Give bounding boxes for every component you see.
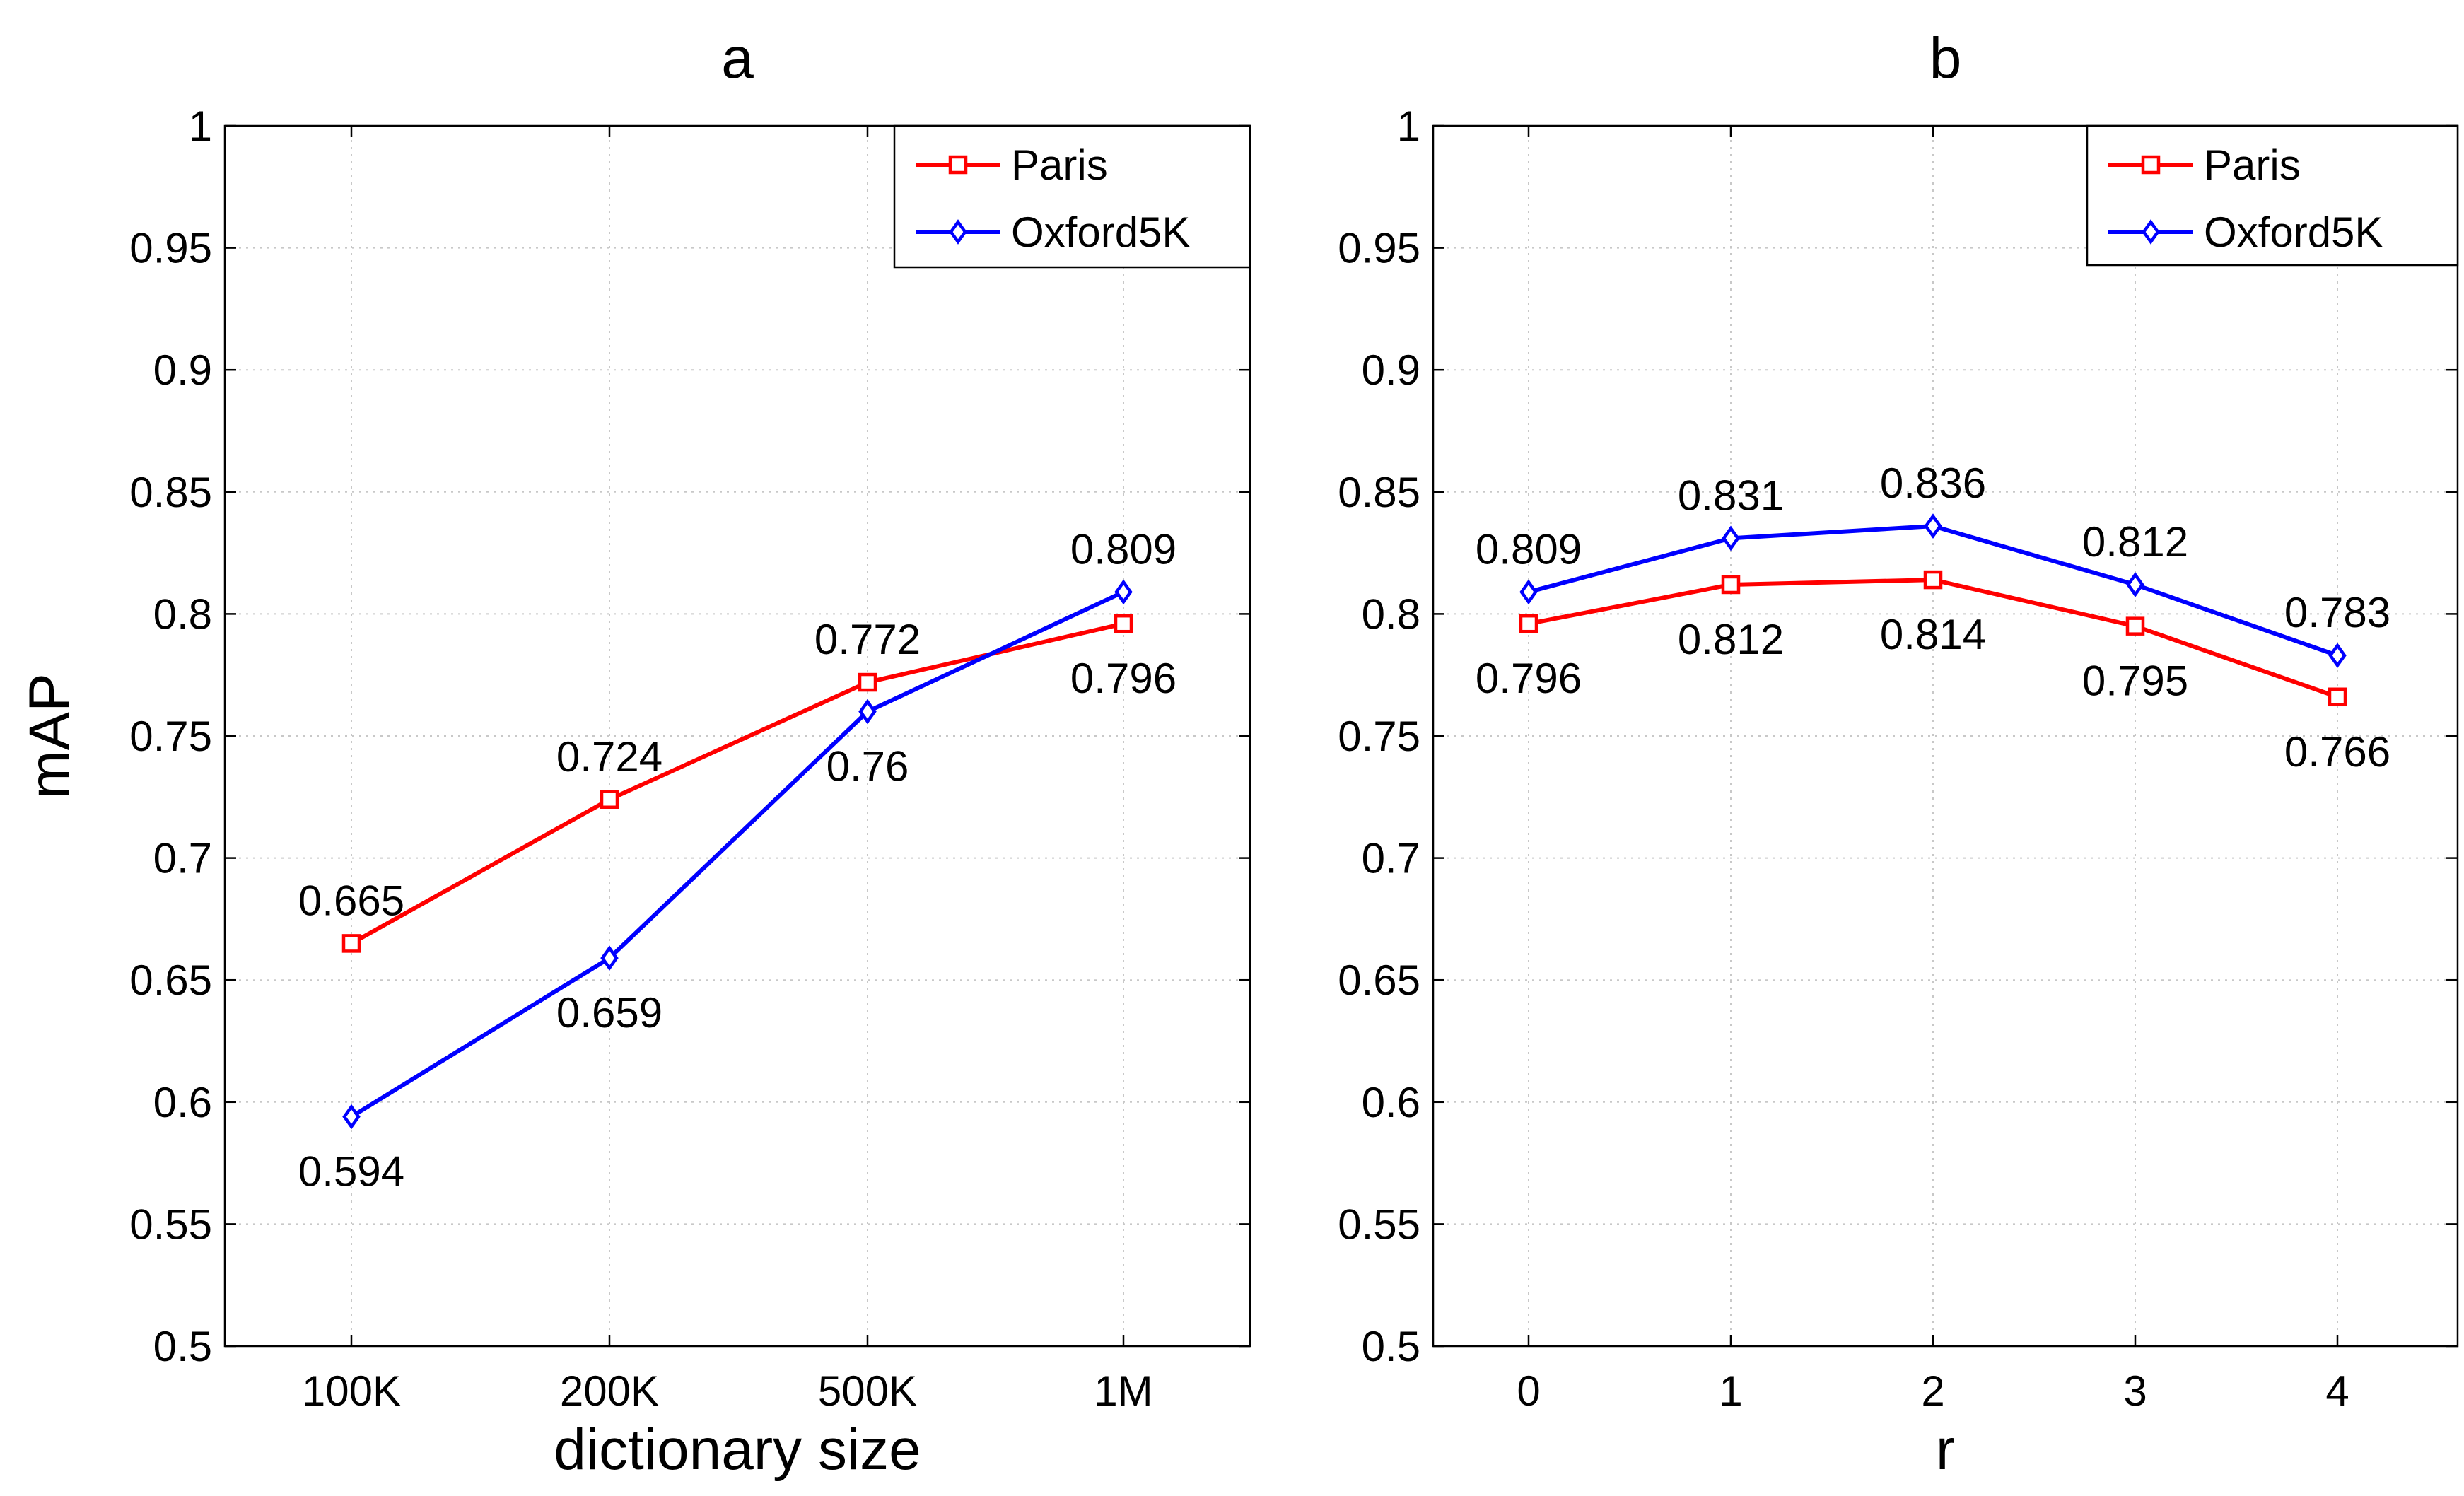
data-point-marker (341, 934, 361, 953)
y-tick-label: 0.95 (129, 225, 212, 272)
y-tick-label: 1 (189, 103, 212, 150)
data-label: 0.836 (1880, 460, 1986, 507)
legend-marker (2141, 155, 2161, 175)
data-label: 0.796 (1476, 655, 1582, 702)
data-label: 0.772 (814, 616, 921, 663)
data-point-marker (600, 945, 619, 971)
legend-box (893, 124, 1251, 269)
y-tick-label: 0.95 (1338, 225, 1420, 272)
data-label: 0.766 (2284, 728, 2390, 776)
series-line (350, 621, 1124, 946)
legend-marker (2142, 219, 2160, 245)
legend-marker (948, 155, 968, 175)
data-label: 0.659 (556, 989, 662, 1036)
y-tick-label: 0.7 (1362, 835, 1420, 882)
data-label: 0.812 (2082, 518, 2188, 566)
x-axis: 100K 200K 500K 1M (302, 126, 1153, 1415)
gridlines (225, 125, 1250, 1347)
data-label: 0.809 (1476, 525, 1582, 573)
x-tick-label: 1M (1094, 1367, 1152, 1415)
data-point-marker (1519, 579, 1538, 605)
y-tick-label: 0.8 (1362, 590, 1420, 638)
panel-b: 0.5 0.55 0.6 0.65 0.7 0.75 0.8 0.85 0.9 0.95 1 0 1 2 3… (1338, 26, 2459, 1482)
data-point-marker (2126, 572, 2144, 597)
series-paris: 0.796 0.812 0.814 0.795 0.766 (1476, 570, 2390, 776)
data-point-marker (1114, 579, 1133, 605)
data-point-marker (2328, 643, 2347, 668)
x-tick-label: 500K (818, 1367, 917, 1415)
data-label: 0.76 (827, 742, 909, 790)
x-tick-label: 0 (1517, 1367, 1540, 1415)
x-tick-label: 200K (560, 1367, 659, 1415)
series-line (350, 590, 1125, 1119)
data-label: 0.783 (2284, 589, 2390, 636)
legend-label: Paris (1011, 141, 1108, 189)
data-point-marker (342, 1104, 361, 1130)
y-tick-label: 0.65 (129, 957, 212, 1004)
x-tick-label: 4 (2325, 1367, 2349, 1415)
data-label: 0.594 (298, 1148, 404, 1196)
data-label: 0.796 (1070, 655, 1176, 702)
y-tick-label: 0.9 (153, 346, 212, 394)
data-label: 0.795 (2082, 658, 2188, 705)
data-point-marker (1721, 575, 1741, 595)
y-tick-label: 0.8 (153, 590, 212, 638)
y-tick-label: 0.5 (153, 1323, 212, 1370)
legend-label: Oxford5K (1011, 209, 1190, 256)
data-point-marker (1722, 525, 1740, 551)
legend: Paris Oxford5K (893, 124, 1251, 269)
y-tick-label: 0.65 (1338, 957, 1420, 1004)
y-tick-label: 0.55 (1338, 1200, 1420, 1248)
data-point-marker (600, 790, 619, 810)
legend-label: Paris (2204, 141, 2301, 189)
x-tick-label: 2 (1921, 1367, 1944, 1415)
y-tick-label: 0.75 (1338, 713, 1420, 760)
data-point-marker (1924, 513, 1942, 539)
series-paris: 0.665 0.724 0.772 0.796 (298, 614, 1176, 953)
data-label: 0.831 (1678, 472, 1784, 519)
x-tick-label: 3 (2123, 1367, 2147, 1415)
data-point-marker (2328, 687, 2347, 707)
y-tick-label: 0.75 (129, 713, 212, 760)
data-point-marker (1519, 614, 1538, 633)
x-tick-label: 1 (1719, 1367, 1742, 1415)
y-tick-label: 0.7 (153, 835, 212, 882)
y-axis: 0.5 0.55 0.6 0.65 0.7 0.75 0.8 0.85 0.9 0.95 1 (1338, 103, 2458, 1370)
data-label: 0.724 (556, 733, 662, 781)
y-tick-label: 0.5 (1362, 1323, 1420, 1370)
legend-marker (949, 219, 967, 245)
data-point-marker (2125, 616, 2145, 636)
data-point-marker (1114, 614, 1133, 633)
y-axis-label: mAP (18, 673, 82, 799)
y-tick-label: 1 (1397, 103, 1420, 150)
x-axis: 0 1 2 3 4 (1517, 126, 2349, 1415)
data-label: 0.814 (1880, 611, 1986, 658)
panel-a: 0.5 0.55 0.6 0.65 0.7 0.75 0.8 0.85 0.9 0.95 1 100K… (18, 26, 1251, 1482)
y-tick-label: 0.6 (1362, 1079, 1420, 1126)
data-label: 0.812 (1678, 616, 1784, 663)
x-tick-label: 100K (302, 1367, 401, 1415)
data-label: 0.665 (298, 877, 404, 924)
legend-label: Oxford5K (2204, 209, 2383, 256)
data-point-marker (858, 699, 877, 725)
y-axis: 0.5 0.55 0.6 0.65 0.7 0.75 0.8 0.85 0.9 0.95 1 (129, 103, 1250, 1370)
legend-box (2086, 124, 2459, 267)
y-tick-label: 0.85 (129, 469, 212, 516)
data-point-marker (858, 672, 877, 692)
data-label: 0.809 (1070, 525, 1176, 573)
series-oxford5k: 0.809 0.831 0.836 0.812 0.783 (1476, 460, 2390, 668)
y-tick-label: 0.55 (129, 1200, 212, 1248)
legend: Paris Oxford5K (2086, 124, 2459, 267)
x-axis-label: r (1936, 1418, 1955, 1482)
x-axis-label: dictionary size (554, 1418, 921, 1482)
y-tick-label: 0.9 (1362, 346, 1420, 394)
panel-title: a (721, 26, 754, 90)
y-tick-label: 0.85 (1338, 469, 1420, 516)
data-point-marker (1923, 570, 1943, 590)
series-oxford5k: 0.594 0.659 0.76 0.809 (298, 525, 1176, 1195)
panel-title: b (1929, 26, 1962, 90)
y-tick-label: 0.6 (153, 1079, 212, 1126)
